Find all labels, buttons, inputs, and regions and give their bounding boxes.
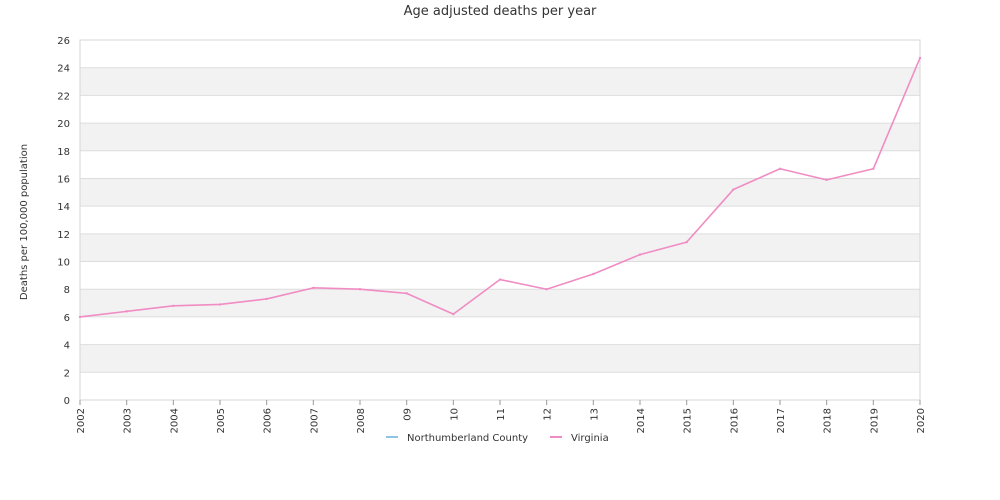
x-tick-label: 2002 (76, 408, 87, 433)
data-point[interactable] (685, 240, 688, 244)
background-band (80, 67, 920, 96)
y-tick-label: 12 (57, 230, 70, 241)
data-point[interactable] (218, 303, 222, 306)
y-tick-label: 24 (57, 64, 70, 75)
data-point[interactable] (918, 56, 922, 60)
data-point[interactable] (125, 310, 128, 313)
x-tick-label: 09 (403, 408, 414, 421)
data-point[interactable] (405, 292, 408, 295)
x-tick-label: 2016 (729, 408, 740, 433)
data-point[interactable] (172, 304, 175, 308)
data-point[interactable] (265, 297, 268, 301)
x-tick-label: 2020 (916, 408, 927, 433)
data-point[interactable] (452, 312, 455, 316)
data-point[interactable] (778, 167, 782, 170)
x-tick-label: 2014 (636, 408, 647, 433)
data-point[interactable] (825, 178, 828, 182)
background-bands (80, 67, 920, 373)
legend: Northumberland County Virginia (386, 433, 609, 444)
y-tick-label: 10 (57, 258, 70, 269)
y-tick-label: 26 (57, 36, 70, 47)
background-band (80, 344, 920, 373)
y-tick-label: 14 (57, 202, 70, 213)
x-tick-label: 2005 (216, 408, 227, 433)
x-tick-label: 10 (449, 408, 460, 421)
x-tick-label: 11 (496, 408, 507, 421)
data-point[interactable] (312, 286, 315, 290)
background-band (80, 123, 920, 151)
x-tick-label: 13 (589, 408, 600, 421)
data-point[interactable] (498, 278, 502, 281)
legend-label[interactable]: Virginia (571, 433, 609, 444)
x-tick-label: 2003 (123, 408, 134, 433)
data-point[interactable] (358, 288, 362, 291)
data-point[interactable] (872, 167, 875, 170)
y-axis-title: Deaths per 100,000 population (19, 144, 30, 300)
y-tick-label: 8 (64, 285, 70, 296)
data-point[interactable] (592, 272, 595, 276)
y-tick-label: 6 (64, 313, 70, 324)
x-axis-ticks: 2002 2003 2004 2005 2006 2007 2008 09 10 11 12 13 20… (76, 400, 927, 433)
x-tick-label: 2018 (823, 408, 834, 433)
y-tick-label: 2 (64, 368, 70, 379)
x-tick-label: 2007 (309, 408, 320, 433)
data-point[interactable] (78, 315, 82, 319)
background-band (80, 289, 920, 317)
background-band (80, 178, 920, 207)
x-tick-label: 2004 (169, 408, 180, 433)
x-tick-label: 2017 (776, 408, 787, 433)
y-tick-label: 22 (57, 91, 70, 102)
x-tick-label: 2006 (263, 408, 274, 433)
legend-label[interactable]: Northumberland County (407, 433, 528, 444)
background-band (80, 233, 920, 262)
series-lines (78, 56, 922, 319)
x-tick-label: 12 (543, 408, 554, 421)
y-tick-label: 4 (64, 341, 70, 352)
data-point[interactable] (732, 188, 735, 191)
y-tick-label: 18 (57, 147, 70, 158)
x-tick-label: 2015 (683, 408, 694, 433)
chart-title: Age adjusted deaths per year (404, 4, 597, 19)
gridlines (79, 39, 921, 401)
y-tick-label: 20 (57, 119, 70, 130)
data-point[interactable] (638, 253, 642, 256)
y-tick-label: 0 (64, 396, 70, 407)
data-point[interactable] (545, 288, 548, 291)
x-tick-label: 2019 (869, 408, 880, 433)
y-tick-label: 16 (57, 174, 70, 185)
x-tick-label: 2008 (356, 408, 367, 433)
